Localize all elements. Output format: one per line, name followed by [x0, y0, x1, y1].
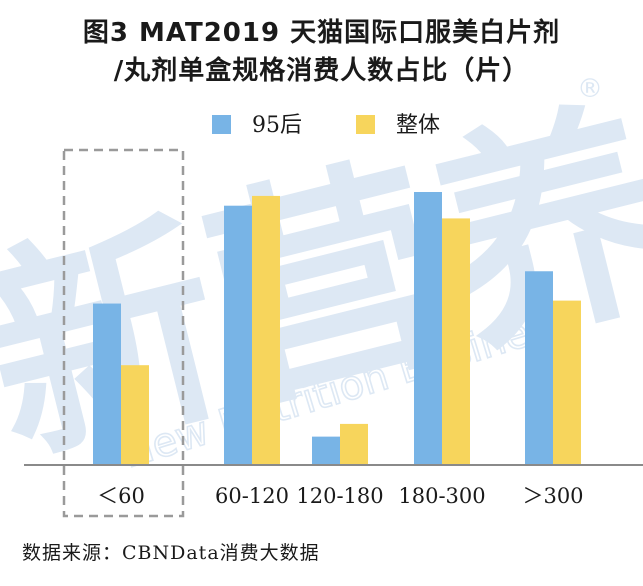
- bar-series1-1: [224, 205, 252, 466]
- legend-label-2: 整体: [396, 113, 440, 138]
- bar-series2-0: [121, 365, 149, 465]
- x-tick-label: 180-300: [398, 484, 485, 508]
- source-note: 数据来源：CBNData消费大数据: [22, 542, 320, 564]
- bar-series2-3: [442, 218, 470, 465]
- bar-series2-1: [252, 195, 280, 465]
- bar-series2-2: [340, 423, 368, 465]
- legend-label-1: 95后: [252, 113, 302, 138]
- x-tick-labels: ＜60 60-120 120-180 180-300 ＞300: [97, 484, 583, 508]
- legend-swatch-2: [356, 115, 375, 134]
- bar-series1-4: [525, 271, 553, 465]
- chart-title-line2: /丸剂单盒规格消费人数占比（片）: [113, 56, 530, 86]
- x-tick-label: ＜60: [97, 484, 145, 508]
- legend: 95后 整体: [212, 113, 440, 138]
- chart-title-line1: 图3 MAT2019 天猫国际口服美白片剂: [82, 18, 561, 48]
- x-tick-label: 120-180: [296, 484, 383, 508]
- bar-series2-4: [553, 300, 581, 465]
- watermark-registered-mark: ®: [577, 74, 603, 104]
- bar-series1-3: [414, 192, 442, 465]
- x-tick-label: ＞300: [522, 484, 583, 508]
- bar-series1-2: [312, 436, 340, 465]
- bars: [93, 192, 581, 466]
- highlight-box: [62, 148, 185, 518]
- bar-series1-0: [93, 303, 121, 465]
- x-tick-label: 60-120: [215, 484, 289, 508]
- legend-swatch-1: [212, 115, 231, 134]
